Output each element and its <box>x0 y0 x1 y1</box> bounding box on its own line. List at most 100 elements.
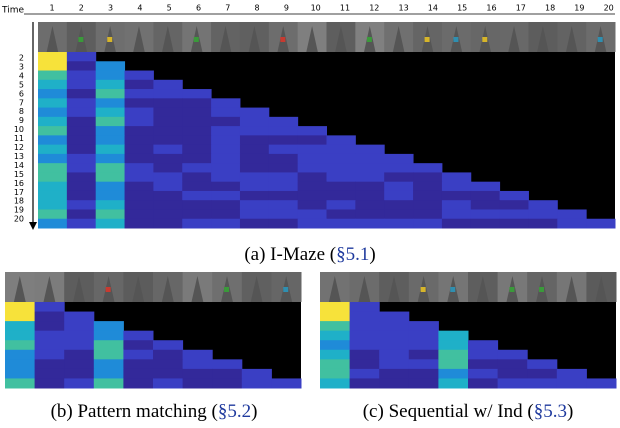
heat-cell <box>240 108 269 118</box>
heat-cell <box>38 172 67 182</box>
heat-cell <box>96 145 125 155</box>
heat-cell <box>320 331 350 341</box>
heat-cell <box>298 172 327 182</box>
heat-cell <box>67 98 96 108</box>
heat-cell <box>409 340 439 350</box>
heat-cell <box>384 209 413 219</box>
heat-cell <box>67 172 96 182</box>
heat-cell <box>67 108 96 118</box>
heat-cell <box>471 191 500 201</box>
heat-cell <box>125 117 154 127</box>
heat-cell <box>442 182 471 192</box>
heat-cell <box>327 163 356 173</box>
heat-cell <box>586 219 615 229</box>
heat-cell <box>38 71 67 81</box>
heat-cell <box>35 350 65 360</box>
heat-cell <box>5 312 35 322</box>
heat-cell <box>327 182 356 192</box>
heat-cell <box>471 219 500 229</box>
heat-cell <box>269 163 298 173</box>
heat-cell <box>269 145 298 155</box>
row-label: 2 <box>19 54 24 63</box>
heat-cell <box>125 219 154 229</box>
heat-cell <box>413 191 442 201</box>
heat-cell <box>64 321 94 331</box>
heat-cell <box>355 145 384 155</box>
heat-cell <box>327 172 356 182</box>
heat-cell <box>5 340 35 350</box>
heat-cell <box>240 209 269 219</box>
heat-cell <box>442 200 471 210</box>
heat-cell <box>269 135 298 145</box>
row-label: 10 <box>14 125 24 134</box>
heat-cell <box>528 209 557 219</box>
heat-cell <box>5 302 35 312</box>
heat-cell <box>355 154 384 164</box>
heat-cell <box>67 71 96 81</box>
heat-cell <box>67 154 96 164</box>
heat-cell <box>327 219 356 229</box>
heat-cell <box>327 209 356 219</box>
row-label: 12 <box>14 143 24 152</box>
heat-cell <box>298 182 327 192</box>
heat-cell <box>67 135 96 145</box>
time-label: 20 <box>604 4 614 13</box>
heat-cell <box>350 340 380 350</box>
heat-cell <box>298 219 327 229</box>
row-label: 17 <box>14 188 24 197</box>
heat-cell <box>211 200 240 210</box>
heat-cell <box>153 89 182 99</box>
heat-cell <box>240 163 269 173</box>
heat-cell <box>269 117 298 127</box>
heat-cell <box>67 182 96 192</box>
heat-cell <box>471 209 500 219</box>
heat-cell <box>350 350 380 360</box>
heat-cell <box>35 331 65 341</box>
heat-cell <box>409 378 439 388</box>
heat-cell <box>557 369 587 379</box>
row-label: 15 <box>14 170 24 179</box>
heat-cell <box>153 80 182 90</box>
heat-cell <box>438 331 468 341</box>
heat-cell <box>269 172 298 182</box>
heat-cell <box>67 117 96 127</box>
heat-cell <box>240 200 269 210</box>
heat-cell <box>123 378 153 388</box>
heat-cell <box>384 154 413 164</box>
heat-cell <box>125 89 154 99</box>
heat-cell <box>211 191 240 201</box>
heat-cell <box>96 89 125 99</box>
heat-cell <box>5 378 35 388</box>
time-label: 19 <box>574 4 584 13</box>
time-label: 9 <box>284 4 289 13</box>
heat-cell <box>182 200 211 210</box>
heat-cell <box>355 163 384 173</box>
heat-cell <box>183 369 213 379</box>
heat-cell <box>350 321 380 331</box>
heat-cell <box>211 145 240 155</box>
heat-cell <box>355 172 384 182</box>
heat-cell <box>123 369 153 379</box>
heat-cell <box>242 378 272 388</box>
heat-cell <box>327 154 356 164</box>
heat-cell <box>240 154 269 164</box>
heat-cell <box>438 340 468 350</box>
heat-cell <box>38 108 67 118</box>
heat-cell <box>471 182 500 192</box>
heat-cell <box>269 209 298 219</box>
heat-cell <box>384 163 413 173</box>
heat-cell <box>125 191 154 201</box>
time-label: 10 <box>311 4 321 13</box>
heat-cell <box>67 89 96 99</box>
heat-cell <box>94 350 124 360</box>
time-label: 8 <box>255 4 260 13</box>
time-label: 12 <box>369 4 379 13</box>
heat-cell <box>182 154 211 164</box>
heat-cell <box>96 108 125 118</box>
heat-cell <box>327 145 356 155</box>
row-label: 13 <box>14 152 24 161</box>
heat-cell <box>320 359 350 369</box>
heat-cell <box>527 369 557 379</box>
heat-cell <box>327 200 356 210</box>
heat-cell <box>125 135 154 145</box>
